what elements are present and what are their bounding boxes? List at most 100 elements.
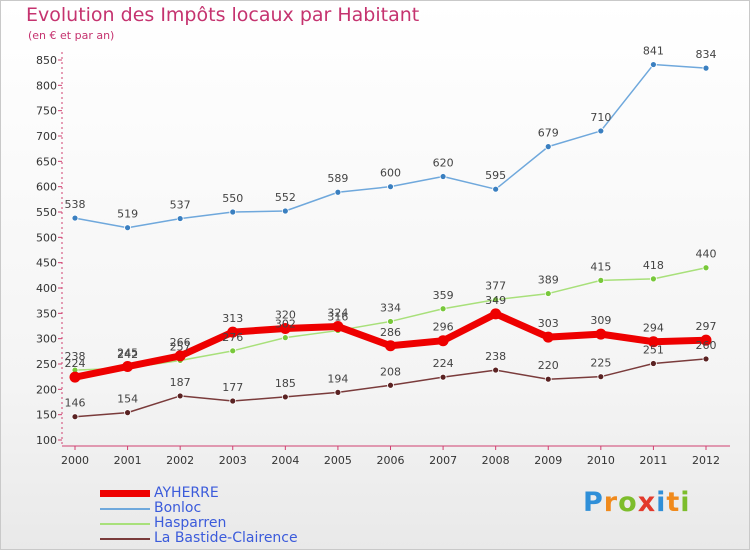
- x-tick-label: 2001: [114, 454, 142, 467]
- x-tick-label: 2004: [271, 454, 299, 467]
- data-point: [439, 373, 447, 381]
- data-label: 208: [380, 365, 401, 378]
- data-label: 286: [380, 326, 401, 339]
- data-label: 841: [643, 45, 664, 58]
- data-point: [439, 173, 447, 180]
- data-label: 185: [275, 377, 296, 390]
- legend-item-hasparren: Hasparren: [100, 515, 340, 531]
- data-point: [122, 361, 134, 373]
- data-point: [700, 334, 712, 346]
- data-label: 359: [433, 289, 454, 302]
- data-label: 154: [117, 393, 138, 406]
- data-point: [702, 64, 710, 72]
- data-label: 552: [275, 191, 296, 204]
- data-label: 550: [222, 192, 243, 205]
- chart-subtitle: (en € et par an): [28, 29, 115, 42]
- data-label: 245: [117, 347, 138, 360]
- data-label: 220: [538, 359, 559, 372]
- legend-swatch: [100, 523, 150, 525]
- data-point: [69, 371, 81, 383]
- data-point: [229, 208, 237, 216]
- data-point: [227, 326, 239, 338]
- data-point: [279, 323, 291, 335]
- data-point: [439, 305, 447, 313]
- y-tick-label: 400: [36, 282, 57, 295]
- data-point: [124, 409, 131, 417]
- data-label: 260: [696, 339, 717, 352]
- data-point: [597, 276, 605, 284]
- x-tick-label: 2005: [324, 454, 352, 467]
- data-point: [650, 61, 657, 68]
- data-point: [281, 393, 289, 401]
- data-label: 834: [696, 48, 717, 61]
- legend-swatch: [100, 490, 150, 497]
- data-label: 146: [65, 397, 86, 410]
- y-tick-label: 100: [36, 434, 57, 447]
- data-point: [124, 224, 131, 232]
- y-tick-label: 550: [36, 206, 57, 219]
- legend-swatch: [100, 508, 150, 510]
- logo-letter: i: [680, 487, 691, 518]
- data-label: 710: [590, 111, 611, 124]
- data-label: 303: [538, 317, 559, 330]
- data-point: [597, 127, 605, 135]
- data-point: [281, 207, 289, 215]
- data-point: [281, 334, 289, 342]
- logo-letter: i: [656, 487, 667, 518]
- logo-letter: P: [583, 487, 604, 518]
- data-label: 334: [380, 301, 401, 314]
- data-label: 224: [65, 357, 86, 370]
- logo-letter: x: [637, 487, 657, 518]
- data-label: 294: [643, 322, 664, 335]
- data-point: [702, 355, 710, 363]
- y-tick-label: 600: [36, 181, 57, 194]
- data-point: [492, 296, 500, 304]
- y-tick-label: 300: [36, 333, 57, 346]
- data-point: [437, 335, 449, 347]
- data-point: [647, 336, 659, 348]
- y-tick-label: 850: [36, 54, 57, 67]
- legend-label: AYHERRE: [154, 485, 219, 501]
- y-tick-label: 800: [36, 79, 57, 92]
- data-point: [174, 350, 186, 362]
- x-tick-label: 2007: [429, 454, 457, 467]
- y-tick-label: 700: [36, 130, 57, 143]
- data-label: 313: [222, 312, 243, 325]
- x-tick-label: 2009: [534, 454, 562, 467]
- y-tick-label: 150: [36, 409, 57, 422]
- y-tick-label: 650: [36, 155, 57, 168]
- data-label: 177: [222, 381, 243, 394]
- data-point: [334, 388, 342, 396]
- data-label: 349: [485, 294, 506, 307]
- data-point: [387, 318, 394, 325]
- x-tick-label: 2006: [377, 454, 405, 467]
- data-label: 519: [117, 208, 138, 221]
- legend-item-ayherre: AYHERRE: [100, 485, 340, 501]
- legend-label: Hasparren: [154, 515, 227, 531]
- data-label: 242: [117, 348, 138, 361]
- data-point: [492, 366, 500, 374]
- proxiti-logo: Proxiti: [583, 487, 691, 518]
- data-point: [387, 183, 394, 191]
- data-point: [176, 392, 184, 400]
- data-label: 296: [433, 321, 454, 334]
- data-label: 251: [643, 343, 664, 356]
- data-label: 620: [433, 157, 454, 170]
- x-tick-label: 2002: [166, 454, 194, 467]
- data-point: [229, 347, 237, 355]
- data-label: 537: [170, 199, 191, 212]
- data-label: 415: [590, 260, 611, 273]
- data-label: 194: [327, 372, 348, 385]
- data-point: [595, 328, 607, 340]
- data-label: 316: [327, 311, 348, 324]
- data-label: 440: [696, 248, 717, 261]
- y-tick-label: 200: [36, 383, 57, 396]
- x-tick-label: 2000: [61, 454, 89, 467]
- legend-item-bonloc: Bonloc: [100, 500, 340, 516]
- x-tick-label: 2008: [482, 454, 510, 467]
- data-point: [544, 290, 552, 297]
- legend-item-la-bastide-clairence: La Bastide-Clairence: [100, 530, 340, 546]
- data-label: 302: [275, 318, 296, 331]
